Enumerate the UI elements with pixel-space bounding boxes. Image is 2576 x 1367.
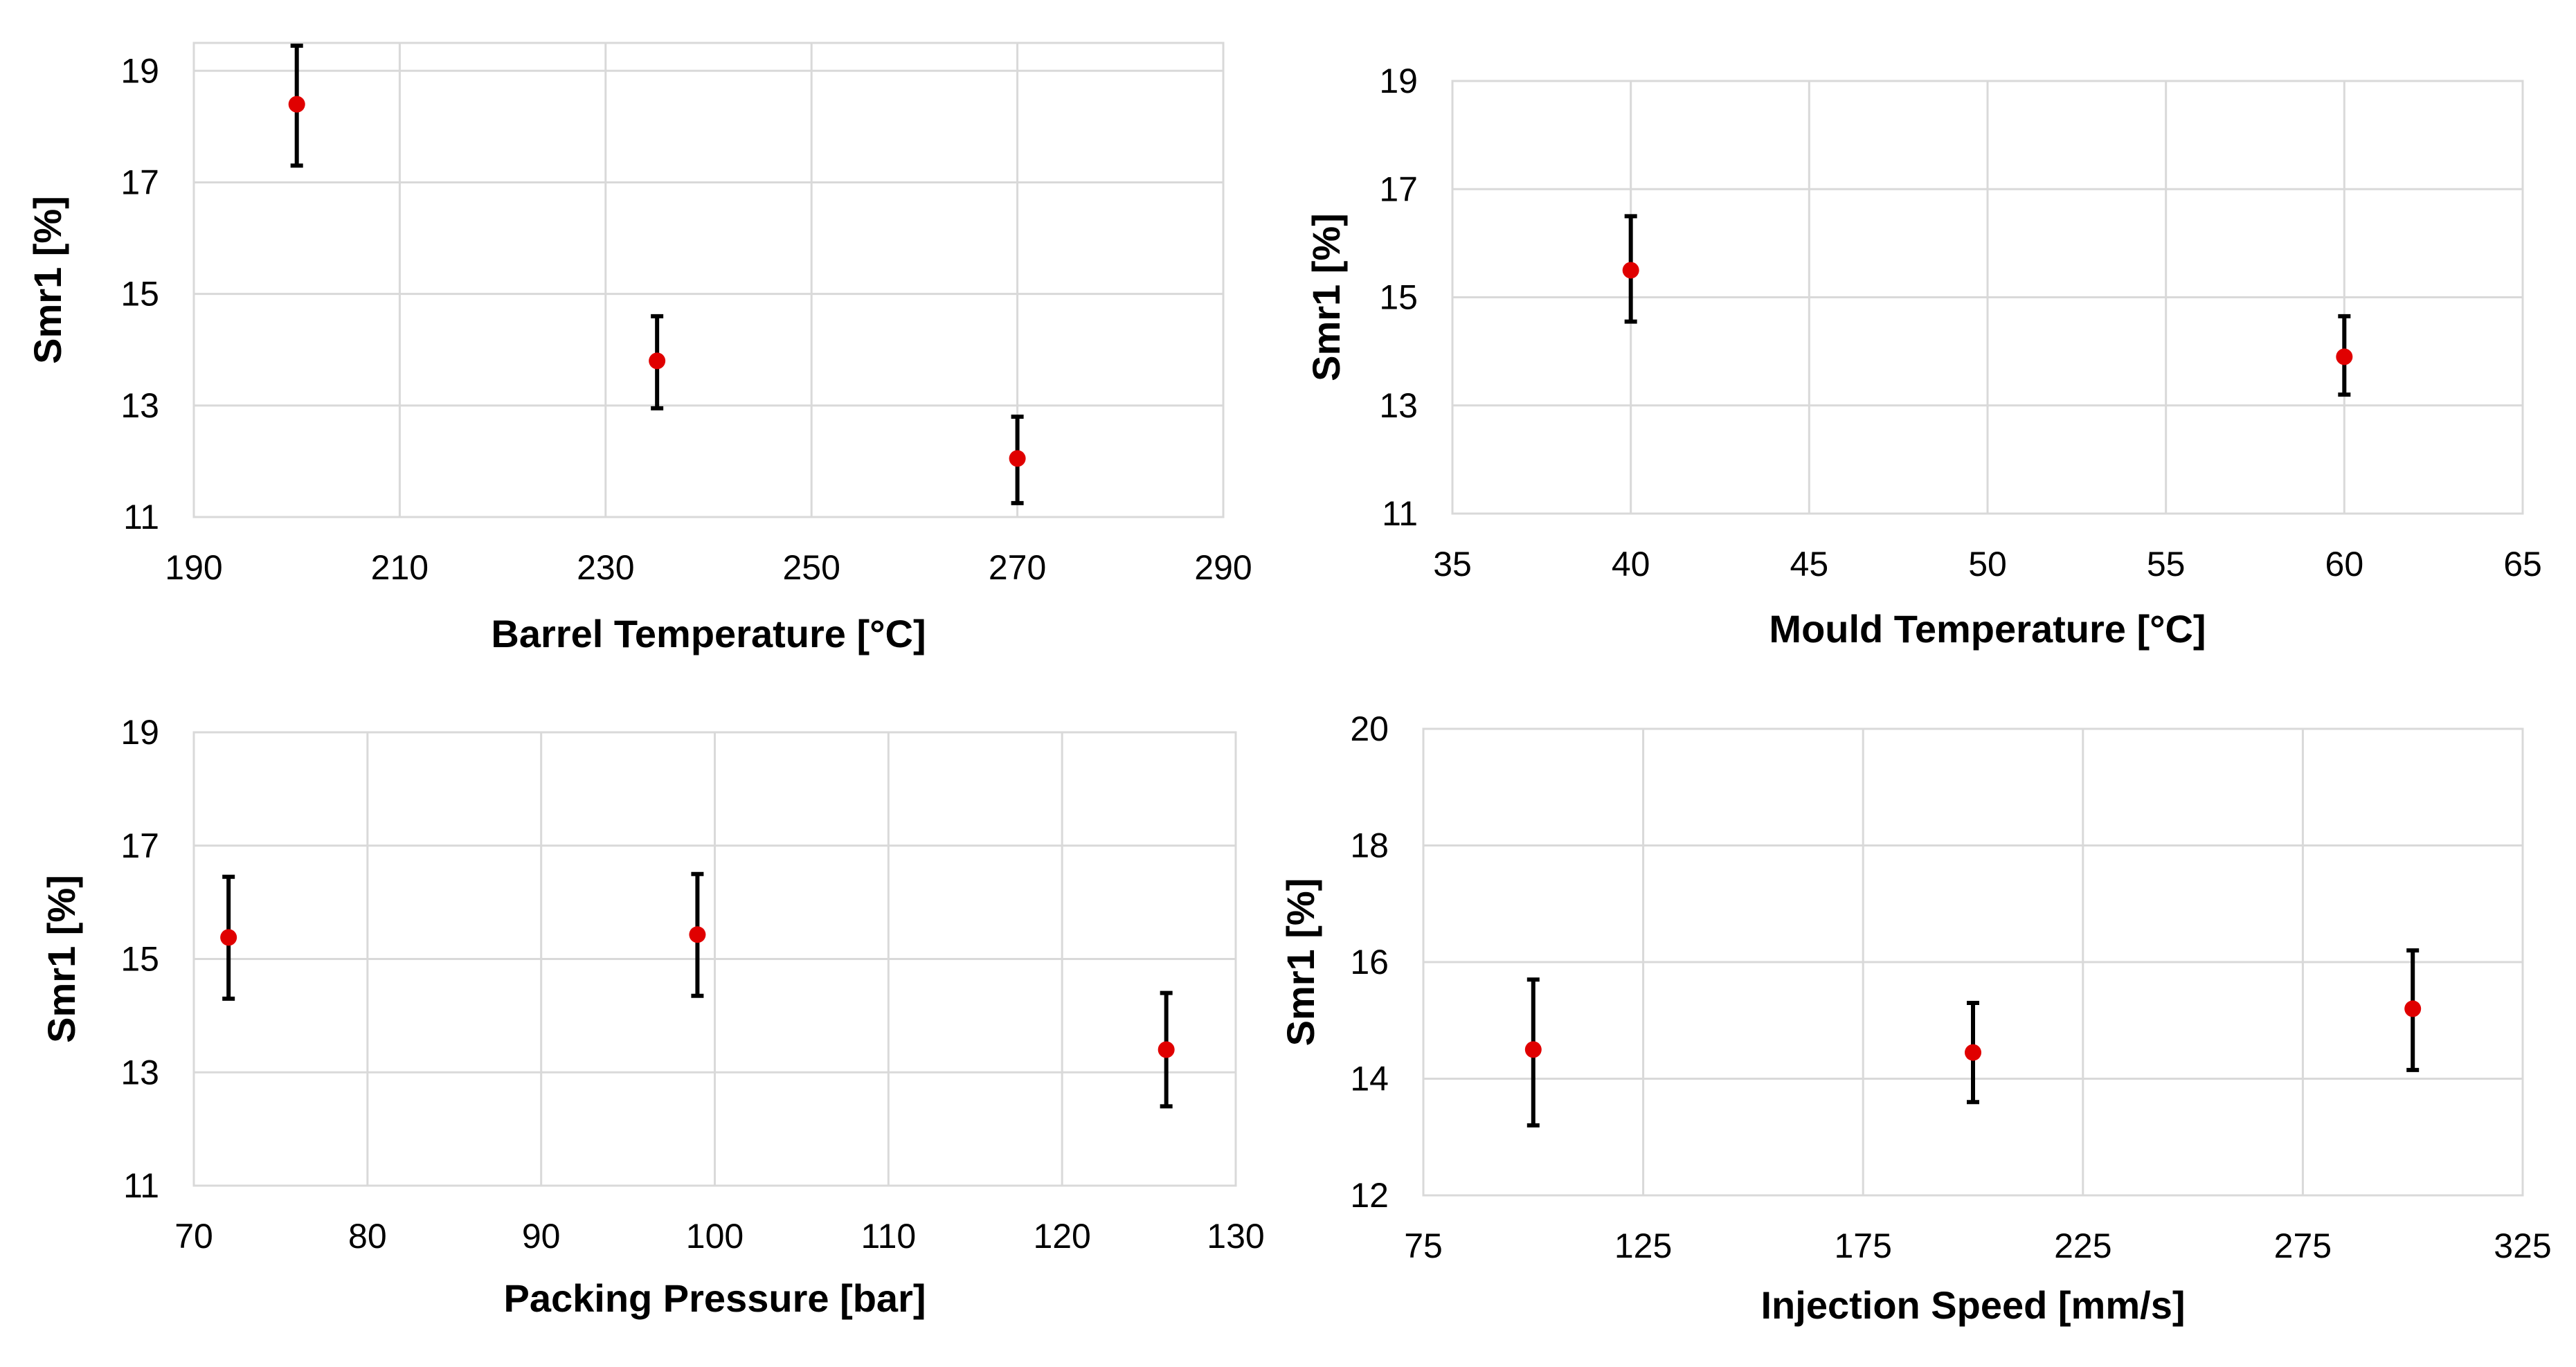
- mould-temperature-chart: 11 13 15 17 19 35 40 45 50 55 60 65 Mould Temperatur…: [1304, 62, 2542, 651]
- barrel-temperature-x-tick-label: 250: [782, 548, 840, 587]
- packing-pressure-x-tick-label: 130: [1207, 1217, 1264, 1256]
- packing-pressure-plot-area: [192, 731, 1237, 1187]
- packing-pressure-y-tick-label: 17: [120, 826, 159, 865]
- barrel-temperature-y-tick-label: 13: [120, 386, 159, 425]
- injection-speed-y-tick-label: 20: [1350, 709, 1389, 748]
- injection-speed-y-tick-label: 18: [1350, 826, 1389, 865]
- barrel-temperature-y-tick-label: 11: [123, 498, 159, 536]
- packing-pressure-x-tick-label: 70: [174, 1217, 213, 1256]
- packing-pressure-data-point: [1158, 1041, 1175, 1058]
- injection-speed-plot-area: [1422, 727, 2524, 1197]
- mould-temperature-x-tick-label: 45: [1790, 545, 1829, 583]
- mould-temperature-plot-area: [1451, 80, 2524, 515]
- mould-temperature-x-tick-label: 55: [2147, 545, 2186, 583]
- injection-speed-x-tick-label: 275: [2274, 1226, 2332, 1265]
- barrel-temperature-x-tick-label: 270: [989, 548, 1046, 587]
- injection-speed-x-axis-title: Injection Speed [mm/s]: [1761, 1283, 2186, 1327]
- injection-speed-chart: 12 14 16 18 20 75 125 175 225 275 325 Injection Spe…: [1279, 709, 2552, 1327]
- mould-temperature-y-tick-label: 17: [1379, 170, 1418, 208]
- mould-temperature-x-axis-title: Mould Temperature [°C]: [1769, 607, 2206, 651]
- injection-speed-x-tick-label: 325: [2494, 1226, 2551, 1265]
- barrel-temperature-x-tick-label: 290: [1194, 548, 1252, 587]
- packing-pressure-y-tick-label: 11: [123, 1166, 159, 1205]
- mould-temperature-data-point: [1622, 262, 1639, 279]
- injection-speed-x-tick-label: 175: [1834, 1226, 1891, 1265]
- injection-speed-data-point: [2404, 1000, 2422, 1017]
- mould-temperature-x-tick-label: 40: [1612, 545, 1650, 583]
- barrel-temperature-data-point: [649, 352, 666, 370]
- barrel-temperature-plot-area: [192, 42, 1225, 518]
- barrel-temperature-x-tick-label: 210: [371, 548, 429, 587]
- barrel-temperature-x-tick-label: 230: [577, 548, 634, 587]
- mould-temperature-y-tick-label: 11: [1382, 494, 1418, 533]
- mould-temperature-y-tick-label: 13: [1379, 386, 1418, 425]
- barrel-temperature-y-tick-label: 19: [120, 51, 159, 90]
- injection-speed-y-tick-label: 14: [1350, 1060, 1389, 1098]
- injection-speed-y-tick-label: 16: [1350, 943, 1389, 981]
- mould-temperature-data-point: [2336, 348, 2353, 365]
- mould-temperature-y-tick-label: 15: [1379, 278, 1418, 317]
- barrel-temperature-data-point: [288, 96, 305, 113]
- packing-pressure-x-tick-label: 110: [861, 1217, 916, 1256]
- injection-speed-data-point: [1965, 1044, 1981, 1061]
- packing-pressure-x-tick-label: 90: [522, 1217, 561, 1256]
- mould-temperature-x-tick-label: 35: [1433, 545, 1472, 583]
- injection-speed-x-tick-label: 225: [2054, 1226, 2111, 1265]
- mould-temperature-y-axis-title: Smr1 [%]: [1304, 213, 1348, 381]
- mould-temperature-x-tick-label: 50: [1968, 545, 2007, 583]
- packing-pressure-x-tick-label: 120: [1033, 1217, 1090, 1256]
- packing-pressure-y-tick-label: 19: [120, 713, 159, 752]
- injection-speed-y-axis-title: Smr1 [%]: [1279, 878, 1322, 1047]
- barrel-temperature-x-tick-label: 190: [165, 548, 222, 587]
- mould-temperature-y-tick-label: 19: [1379, 62, 1418, 100]
- packing-pressure-data-point: [689, 926, 706, 943]
- barrel-temperature-x-axis-title: Barrel Temperature [°C]: [491, 612, 926, 655]
- packing-pressure-x-tick-label: 80: [348, 1217, 387, 1256]
- packing-pressure-y-axis-title: Smr1 [%]: [39, 875, 83, 1043]
- injection-speed-x-tick-label: 75: [1404, 1226, 1443, 1265]
- mould-temperature-x-tick-label: 65: [2503, 545, 2542, 583]
- packing-pressure-data-point: [220, 929, 237, 946]
- barrel-temperature-y-tick-label: 15: [120, 275, 159, 314]
- barrel-temperature-y-axis-title: Smr1 [%]: [26, 196, 69, 364]
- injection-speed-y-tick-label: 12: [1350, 1176, 1389, 1215]
- mould-temperature-x-tick-label: 60: [2325, 545, 2364, 583]
- packing-pressure-y-tick-label: 15: [120, 940, 159, 979]
- packing-pressure-y-tick-label: 13: [120, 1053, 159, 1092]
- packing-pressure-chart: 11 13 15 17 19 70 80 90 100 110 120 130 Packing Pres…: [39, 713, 1265, 1320]
- barrel-temperature-chart: 11 13 15 17 19 190 210 230 250 270 290 Barrel Tempe…: [26, 42, 1252, 655]
- injection-speed-data-point: [1524, 1041, 1542, 1058]
- injection-speed-x-tick-label: 125: [1614, 1226, 1672, 1265]
- barrel-temperature-y-tick-label: 17: [120, 163, 159, 201]
- packing-pressure-x-axis-title: Packing Pressure [bar]: [503, 1276, 926, 1320]
- barrel-temperature-data-point: [1009, 450, 1026, 467]
- packing-pressure-x-tick-label: 100: [686, 1217, 744, 1256]
